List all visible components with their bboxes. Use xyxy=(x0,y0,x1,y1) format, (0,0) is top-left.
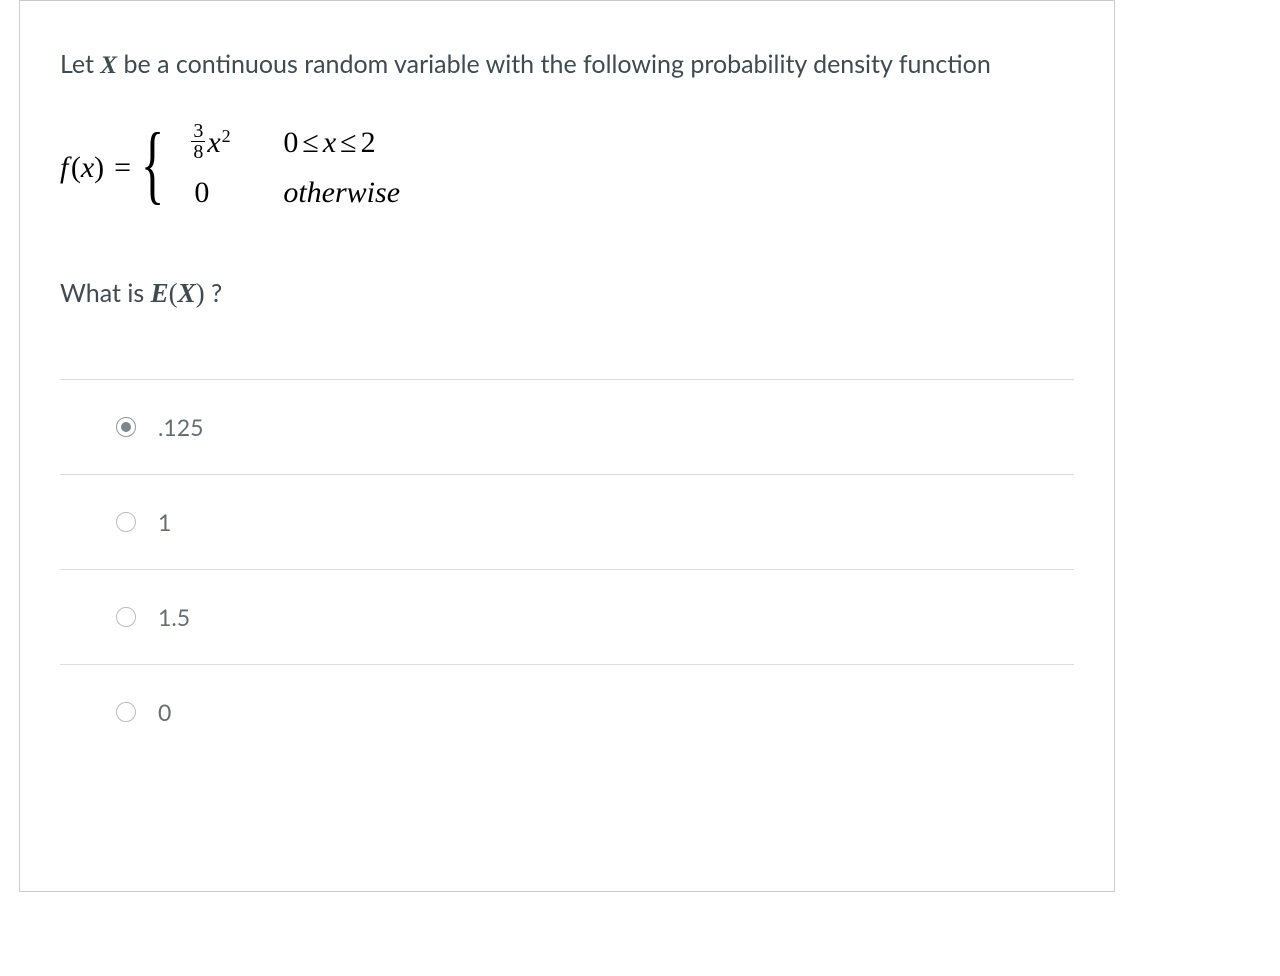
lhs-x: x xyxy=(81,151,94,184)
ask-X: X xyxy=(178,278,196,308)
ask-close: ) xyxy=(196,278,205,308)
frac-den: 8 xyxy=(191,141,205,162)
intro-post: be a continuous random variable with the… xyxy=(117,49,991,79)
case1-expr: 3 8 x2 xyxy=(191,122,283,163)
radio-button[interactable] xyxy=(116,417,136,437)
ask-pre: What is xyxy=(60,278,151,308)
case-row-1: 3 8 x2 0≤x≤2 xyxy=(191,118,400,168)
left-brace: { xyxy=(141,139,164,192)
intro-var: X xyxy=(100,52,117,79)
cases: 3 8 x2 0≤x≤2 0 otherwise xyxy=(191,118,400,218)
answer-label: 1 xyxy=(158,508,171,536)
formula-lhs: f (x) xyxy=(60,151,104,185)
answer-label: 1.5 xyxy=(158,603,190,631)
frac-num: 3 xyxy=(191,121,205,141)
cond-mid: x xyxy=(323,126,336,159)
case2-val: 0 xyxy=(191,176,209,210)
pdf-formula: f (x) = { 3 8 x2 0≤x≤2 xyxy=(60,118,1074,218)
equals-sign: = xyxy=(114,151,131,185)
radio-button[interactable] xyxy=(116,512,136,532)
answer-row[interactable]: .125 xyxy=(60,379,1074,474)
answer-row[interactable]: 1.5 xyxy=(60,569,1074,664)
question-card: Let X be a continuous random variable wi… xyxy=(19,0,1115,892)
intro-pre: Let xyxy=(60,49,100,79)
radio-button[interactable] xyxy=(116,607,136,627)
radio-dot-icon xyxy=(121,422,131,432)
case2-expr: 0 xyxy=(191,176,283,210)
case1-x: x xyxy=(207,126,220,159)
lhs-open: ( xyxy=(68,151,81,184)
case1-exp: 2 xyxy=(222,126,231,146)
case2-cond: otherwise xyxy=(283,176,400,210)
answer-label: .125 xyxy=(158,413,203,441)
page: Let X be a continuous random variable wi… xyxy=(0,0,1280,976)
answers-list: .125 1 1.5 0 xyxy=(60,379,1074,759)
cond-lo: 0 xyxy=(283,126,298,159)
case1-fraction: 3 8 xyxy=(191,121,205,162)
answer-label: 0 xyxy=(158,698,171,726)
case-row-2: 0 otherwise xyxy=(191,168,400,218)
lhs-close: ) xyxy=(94,151,104,184)
question-ask: What is E(X) ? xyxy=(60,278,1074,309)
case1-cond: 0≤x≤2 xyxy=(283,126,375,160)
answer-row[interactable]: 1 xyxy=(60,474,1074,569)
ask-E: E xyxy=(151,278,169,308)
ask-post: ? xyxy=(205,278,223,308)
case1-xsq: x2 xyxy=(207,126,230,160)
cond-le-1: ≤ xyxy=(302,126,318,159)
radio-button[interactable] xyxy=(116,702,136,722)
ask-open: ( xyxy=(169,278,178,308)
answer-row[interactable]: 0 xyxy=(60,664,1074,759)
cond-hi: 2 xyxy=(361,126,376,159)
cond-le-2: ≤ xyxy=(340,126,356,159)
question-intro: Let X be a continuous random variable wi… xyxy=(60,41,1074,90)
